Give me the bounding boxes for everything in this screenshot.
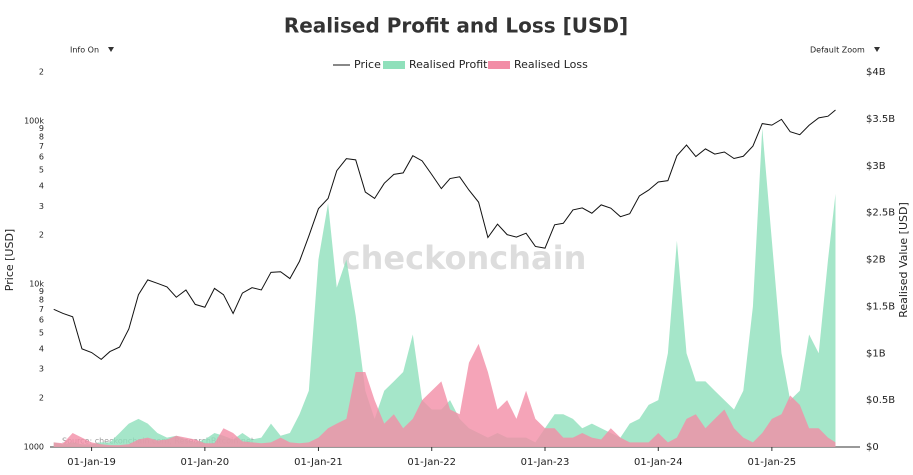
x-tick-label: 01-Jan-19 bbox=[67, 457, 116, 468]
y2-tick-label: $1.5B bbox=[866, 301, 895, 312]
y-tick-label: 2 bbox=[39, 68, 44, 77]
y2-tick-label: $1B bbox=[866, 348, 886, 359]
y-tick-label: 8 bbox=[39, 295, 44, 304]
y2-tick-label: $3B bbox=[866, 161, 886, 172]
zoom-label[interactable]: Default Zoom bbox=[810, 46, 865, 55]
x-tick-label: 01-Jan-21 bbox=[294, 457, 343, 468]
y2-tick-label: $0.5B bbox=[866, 395, 895, 406]
x-tick-label: 01-Jan-22 bbox=[407, 457, 456, 468]
y-tick-label: 5 bbox=[39, 329, 44, 338]
dropdown-arrow[interactable] bbox=[874, 47, 880, 52]
watermark: checkonchain bbox=[342, 239, 587, 277]
y-tick-label: 10k bbox=[29, 280, 44, 289]
y2-axis-title: Realised Value [USD] bbox=[897, 202, 910, 318]
price-line bbox=[53, 109, 836, 360]
legend-label: Realised Loss bbox=[514, 58, 588, 71]
legend-swatch bbox=[488, 61, 510, 69]
y-tick-label: 6 bbox=[39, 316, 44, 325]
y-tick-label: 6 bbox=[39, 153, 44, 162]
legend-swatch bbox=[383, 61, 405, 69]
chart-title: Realised Profit and Loss [USD] bbox=[284, 14, 628, 38]
legend-label: Price bbox=[354, 58, 381, 71]
y2-tick-label: $0 bbox=[866, 442, 879, 453]
x-tick-label: 01-Jan-25 bbox=[748, 457, 797, 468]
x-tick-label: 01-Jan-23 bbox=[521, 457, 570, 468]
area bbox=[53, 343, 836, 447]
y-axis-title: Price [USD] bbox=[3, 229, 16, 291]
area bbox=[53, 128, 836, 447]
x-tick-label: 01-Jan-20 bbox=[181, 457, 230, 468]
y-tick-label: 9 bbox=[39, 287, 44, 296]
y-tick-label: 4 bbox=[39, 181, 44, 190]
y-tick-label: 8 bbox=[39, 132, 44, 141]
info-control[interactable]: Info On bbox=[70, 46, 114, 55]
y-tick-label: 4 bbox=[39, 344, 44, 353]
y-tick-label: 7 bbox=[39, 142, 44, 151]
y-tick-label: 2 bbox=[39, 393, 44, 402]
x-tick-label: 01-Jan-24 bbox=[634, 457, 683, 468]
zoom-control[interactable]: Default Zoom bbox=[810, 46, 880, 55]
y2-tick-label: $2B bbox=[866, 255, 886, 266]
y-tick-label: 2 bbox=[39, 230, 44, 239]
legend-label: Realised Profit bbox=[409, 58, 488, 71]
y2-tick-label: $2.5B bbox=[866, 208, 895, 219]
info-label[interactable]: Info On bbox=[70, 46, 99, 55]
y-tick-label: 5 bbox=[39, 166, 44, 175]
y-tick-label: 3 bbox=[39, 365, 44, 374]
y-tick-label: 1000 bbox=[24, 443, 44, 452]
y2-tick-label: $3.5B bbox=[866, 114, 895, 125]
y-tick-label: 100k bbox=[24, 117, 44, 126]
y-tick-label: 3 bbox=[39, 202, 44, 211]
y-tick-label: 7 bbox=[39, 305, 44, 314]
y-tick-label: 9 bbox=[39, 124, 44, 133]
dropdown-arrow[interactable] bbox=[108, 47, 114, 52]
y2-tick-label: $4B bbox=[866, 67, 886, 78]
plot-area bbox=[53, 109, 836, 447]
